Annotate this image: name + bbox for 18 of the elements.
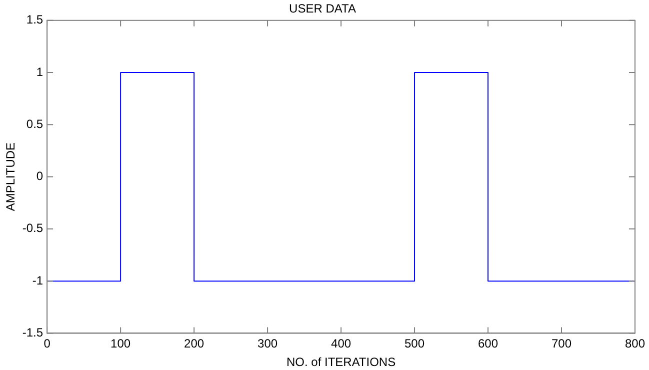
chart-title: USER DATA	[289, 2, 356, 16]
x-tick-label: 800	[624, 336, 646, 351]
y-tick-label: -1	[32, 273, 44, 288]
y-tick-label: 0.5	[26, 116, 44, 131]
x-tick-label: 400	[331, 336, 352, 351]
x-tick-label: 500	[404, 336, 425, 351]
y-tick-label: 0	[36, 169, 44, 184]
y-tick-label: 1.5	[26, 12, 44, 27]
x-tick-label: 700	[551, 336, 572, 351]
x-tick-label: 600	[478, 336, 498, 351]
x-tick-label: 200	[184, 336, 204, 351]
y-axis-title: AMPLITUDE	[4, 142, 18, 212]
y-tick-label: -0.5	[22, 221, 44, 236]
x-tick-label: 100	[110, 336, 131, 351]
x-tick-label: 300	[258, 336, 278, 351]
y-tick-label: 1	[36, 64, 44, 79]
y-tick-label: -1.5	[22, 326, 44, 340]
x-axis-title: NO. of ITERATIONS	[286, 355, 396, 370]
